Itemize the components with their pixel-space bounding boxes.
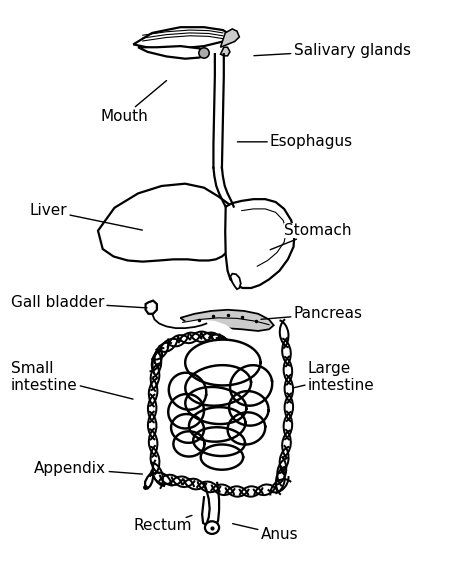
Text: Liver: Liver	[30, 203, 142, 230]
Polygon shape	[220, 29, 239, 47]
Polygon shape	[169, 373, 206, 410]
Text: Salivary glands: Salivary glands	[254, 43, 410, 58]
Polygon shape	[171, 414, 204, 443]
Polygon shape	[228, 412, 265, 445]
Polygon shape	[98, 184, 239, 262]
Polygon shape	[230, 274, 241, 289]
Polygon shape	[185, 387, 246, 424]
Polygon shape	[193, 427, 245, 456]
Polygon shape	[220, 47, 230, 56]
Polygon shape	[168, 394, 204, 429]
Polygon shape	[189, 407, 246, 442]
Text: Appendix: Appendix	[35, 461, 142, 476]
Text: Small
intestine: Small intestine	[11, 361, 133, 399]
Text: Rectum: Rectum	[133, 516, 192, 533]
Polygon shape	[225, 199, 294, 288]
Polygon shape	[181, 310, 274, 331]
Ellipse shape	[199, 48, 209, 58]
Polygon shape	[185, 365, 251, 406]
Text: Gall bladder: Gall bladder	[11, 295, 147, 310]
Text: Esophagus: Esophagus	[237, 134, 353, 149]
Polygon shape	[173, 431, 204, 457]
Text: Pancreas: Pancreas	[261, 306, 363, 321]
Polygon shape	[133, 27, 232, 48]
Polygon shape	[185, 340, 261, 385]
Polygon shape	[138, 46, 209, 59]
Polygon shape	[138, 320, 303, 509]
Text: Stomach: Stomach	[270, 223, 352, 250]
Text: Mouth: Mouth	[100, 81, 166, 123]
Text: Anus: Anus	[233, 524, 298, 542]
Ellipse shape	[205, 521, 219, 534]
Polygon shape	[201, 445, 243, 469]
Polygon shape	[146, 301, 157, 314]
Polygon shape	[230, 365, 272, 406]
Text: Large
intestine: Large intestine	[294, 361, 374, 393]
Polygon shape	[229, 391, 268, 426]
